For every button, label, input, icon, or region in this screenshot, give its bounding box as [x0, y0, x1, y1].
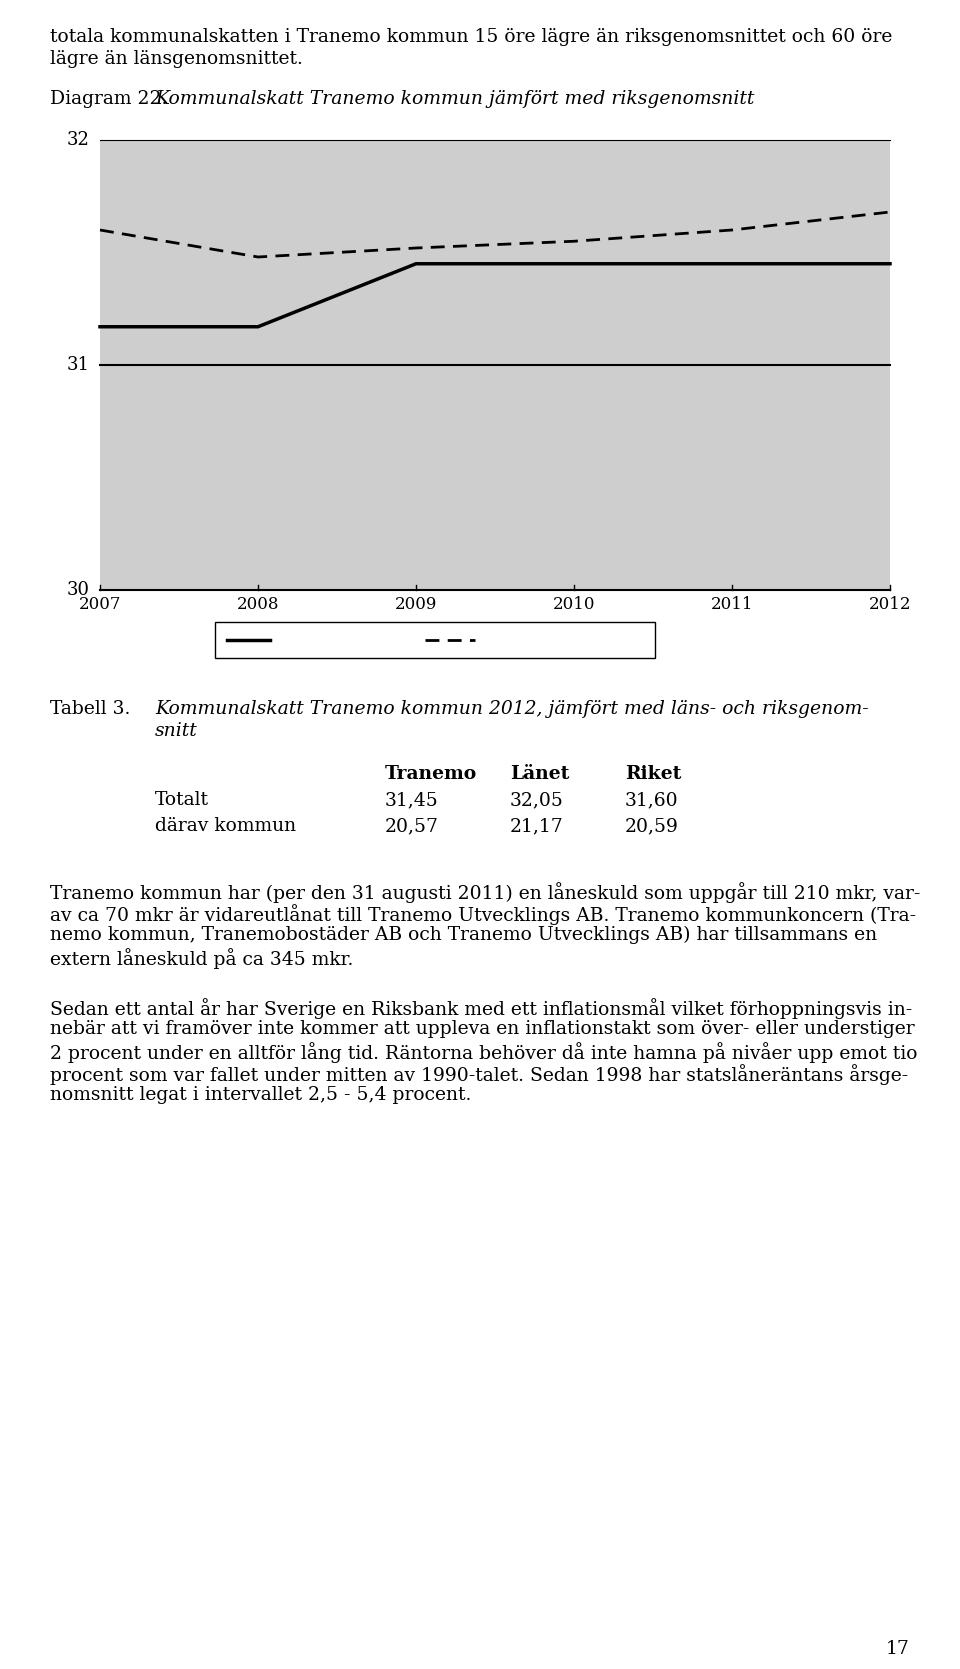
- Text: Tranemo kommun har (per den 31 augusti 2011) en låneskuld som uppgår till 210 mk: Tranemo kommun har (per den 31 augusti 2…: [50, 881, 921, 903]
- Text: nebär att vi framöver inte kommer att uppleva en inflationstakt som över- eller : nebär att vi framöver inte kommer att up…: [50, 1020, 915, 1038]
- Text: 31: 31: [67, 355, 90, 374]
- Text: 32,05: 32,05: [510, 791, 564, 809]
- Text: 30: 30: [67, 581, 90, 599]
- Text: Riket, %: Riket, %: [481, 631, 549, 649]
- Text: 31,60: 31,60: [625, 791, 679, 809]
- Text: nemo kommun, Tranemobostäder AB och Tranemo Utvecklings AB) har tillsammans en: nemo kommun, Tranemobostäder AB och Tran…: [50, 926, 877, 945]
- Text: 2011: 2011: [710, 596, 754, 613]
- Text: Tranemo: Tranemo: [385, 764, 477, 783]
- Text: 20,59: 20,59: [625, 818, 679, 834]
- Text: 2012: 2012: [869, 596, 911, 613]
- Text: totala kommunalskatten i Tranemo kommun 15 öre lägre än riksgenomsnittet och 60 : totala kommunalskatten i Tranemo kommun …: [50, 28, 893, 47]
- Bar: [100, 140, 890, 591]
- Text: 2010: 2010: [553, 596, 595, 613]
- Text: Sedan ett antal år har Sverige en Riksbank med ett inflationsmål vilket förhoppn: Sedan ett antal år har Sverige en Riksba…: [50, 998, 912, 1020]
- Text: 2007: 2007: [79, 596, 121, 613]
- Text: lägre än länsgenomsnittet.: lägre än länsgenomsnittet.: [50, 50, 302, 68]
- Text: 2008: 2008: [237, 596, 279, 613]
- Text: därav kommun: därav kommun: [155, 818, 296, 834]
- Text: procent som var fallet under mitten av 1990-talet. Sedan 1998 har statslåneränta: procent som var fallet under mitten av 1…: [50, 1065, 908, 1085]
- Text: 17: 17: [886, 1641, 910, 1657]
- Text: 20,57: 20,57: [385, 818, 439, 834]
- Text: nomsnitt legat i intervallet 2,5 - 5,4 procent.: nomsnitt legat i intervallet 2,5 - 5,4 p…: [50, 1087, 471, 1103]
- Text: Tabell 3.: Tabell 3.: [50, 699, 131, 718]
- Text: Tranemo, %: Tranemo, %: [276, 631, 374, 649]
- Text: Diagram 22.: Diagram 22.: [50, 90, 167, 108]
- Text: 32: 32: [67, 130, 90, 149]
- Text: 31,45: 31,45: [385, 791, 439, 809]
- Text: extern låneskuld på ca 345 mkr.: extern låneskuld på ca 345 mkr.: [50, 948, 353, 970]
- Text: Riket: Riket: [625, 764, 682, 783]
- Text: Länet: Länet: [510, 764, 569, 783]
- Text: av ca 70 mkr är vidareutlånat till Tranemo Utvecklings AB. Tranemo kommunkoncern: av ca 70 mkr är vidareutlånat till Trane…: [50, 905, 916, 925]
- Text: 2 procent under en alltför lång tid. Räntorna behöver då inte hamna på nivåer up: 2 procent under en alltför lång tid. Rän…: [50, 1041, 918, 1063]
- Text: Totalt: Totalt: [155, 791, 209, 809]
- Text: Kommunalskatt Tranemo kommun 2012, jämfört med läns- och riksgenom-: Kommunalskatt Tranemo kommun 2012, jämfö…: [155, 699, 869, 718]
- Text: Kommunalskatt Tranemo kommun jämfört med riksgenomsnitt: Kommunalskatt Tranemo kommun jämfört med…: [155, 90, 755, 108]
- Bar: [215, 623, 655, 658]
- Text: snitt: snitt: [155, 723, 198, 739]
- Text: 2009: 2009: [395, 596, 437, 613]
- Text: 21,17: 21,17: [510, 818, 564, 834]
